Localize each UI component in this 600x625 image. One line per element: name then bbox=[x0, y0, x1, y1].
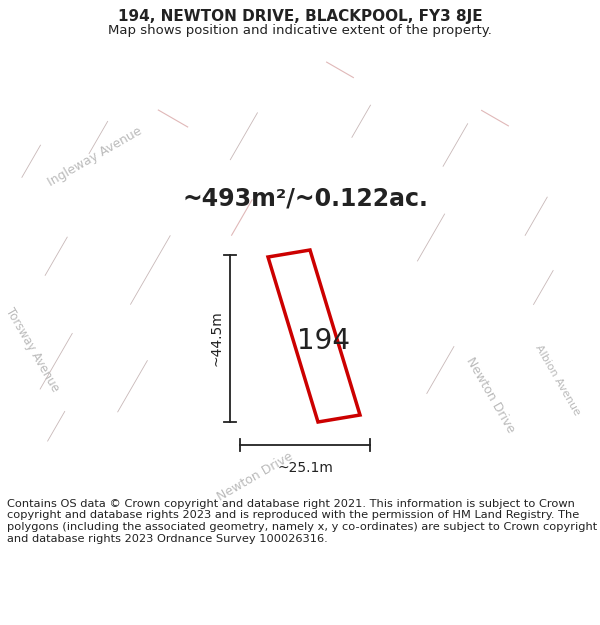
Polygon shape bbox=[352, 105, 371, 138]
Text: Ingleway Avenue: Ingleway Avenue bbox=[46, 125, 145, 189]
Polygon shape bbox=[22, 145, 41, 177]
Text: Torsway Avenue: Torsway Avenue bbox=[2, 306, 61, 394]
Polygon shape bbox=[443, 123, 468, 167]
Polygon shape bbox=[326, 62, 354, 78]
Polygon shape bbox=[417, 214, 445, 261]
Polygon shape bbox=[45, 237, 67, 276]
Polygon shape bbox=[232, 199, 253, 236]
Text: Newton Drive: Newton Drive bbox=[215, 450, 295, 504]
Text: Albion Avenue: Albion Avenue bbox=[534, 343, 582, 417]
Polygon shape bbox=[268, 250, 360, 422]
Polygon shape bbox=[230, 112, 257, 160]
Polygon shape bbox=[130, 236, 170, 304]
Polygon shape bbox=[481, 110, 509, 126]
Polygon shape bbox=[89, 121, 108, 154]
Text: ~493m²/~0.122ac.: ~493m²/~0.122ac. bbox=[182, 186, 428, 210]
Text: 194: 194 bbox=[298, 327, 350, 355]
Text: ~25.1m: ~25.1m bbox=[277, 461, 333, 475]
Polygon shape bbox=[427, 346, 454, 394]
Polygon shape bbox=[533, 270, 553, 305]
Polygon shape bbox=[118, 360, 148, 413]
Text: Map shows position and indicative extent of the property.: Map shows position and indicative extent… bbox=[108, 24, 492, 37]
Polygon shape bbox=[40, 333, 73, 389]
Polygon shape bbox=[47, 411, 65, 441]
Text: 194, NEWTON DRIVE, BLACKPOOL, FY3 8JE: 194, NEWTON DRIVE, BLACKPOOL, FY3 8JE bbox=[118, 9, 482, 24]
Text: Newton Drive: Newton Drive bbox=[463, 355, 517, 435]
Text: ~44.5m: ~44.5m bbox=[210, 311, 224, 366]
Polygon shape bbox=[525, 197, 547, 236]
Polygon shape bbox=[158, 110, 188, 128]
Text: Contains OS data © Crown copyright and database right 2021. This information is : Contains OS data © Crown copyright and d… bbox=[7, 499, 598, 544]
